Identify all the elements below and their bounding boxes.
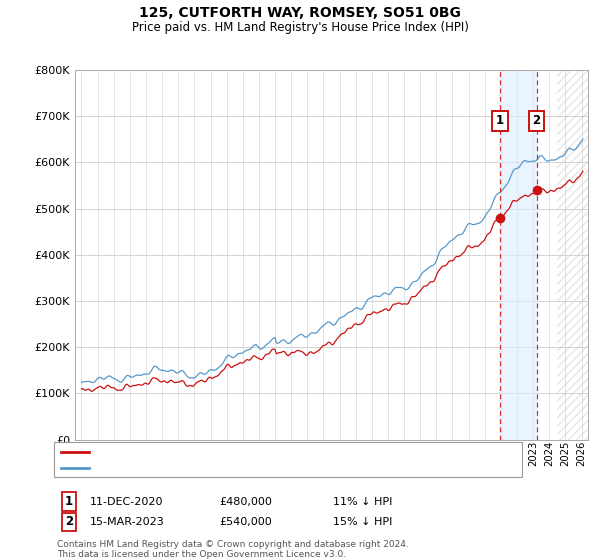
- Text: £540,000: £540,000: [219, 517, 272, 527]
- Text: 2: 2: [65, 515, 73, 529]
- Text: 11-DEC-2020: 11-DEC-2020: [90, 497, 163, 507]
- Text: 125, CUTFORTH WAY, ROMSEY, SO51 0BG: 125, CUTFORTH WAY, ROMSEY, SO51 0BG: [139, 6, 461, 20]
- Bar: [500, 70, 536, 440]
- Text: 15% ↓ HPI: 15% ↓ HPI: [333, 517, 392, 527]
- Text: 15-MAR-2023: 15-MAR-2023: [90, 517, 165, 527]
- Bar: [557, 70, 588, 440]
- Text: HPI: Average price, detached house, Test Valley: HPI: Average price, detached house, Test…: [93, 463, 341, 473]
- Text: 1: 1: [496, 114, 504, 127]
- Text: 1: 1: [65, 495, 73, 508]
- Text: 125, CUTFORTH WAY, ROMSEY, SO51 0BG (detached house): 125, CUTFORTH WAY, ROMSEY, SO51 0BG (det…: [93, 447, 406, 457]
- Text: 11% ↓ HPI: 11% ↓ HPI: [333, 497, 392, 507]
- Text: 2: 2: [532, 114, 541, 127]
- Text: Price paid vs. HM Land Registry's House Price Index (HPI): Price paid vs. HM Land Registry's House …: [131, 21, 469, 34]
- Text: Contains HM Land Registry data © Crown copyright and database right 2024.: Contains HM Land Registry data © Crown c…: [57, 540, 409, 549]
- Text: £480,000: £480,000: [219, 497, 272, 507]
- Text: This data is licensed under the Open Government Licence v3.0.: This data is licensed under the Open Gov…: [57, 550, 346, 559]
